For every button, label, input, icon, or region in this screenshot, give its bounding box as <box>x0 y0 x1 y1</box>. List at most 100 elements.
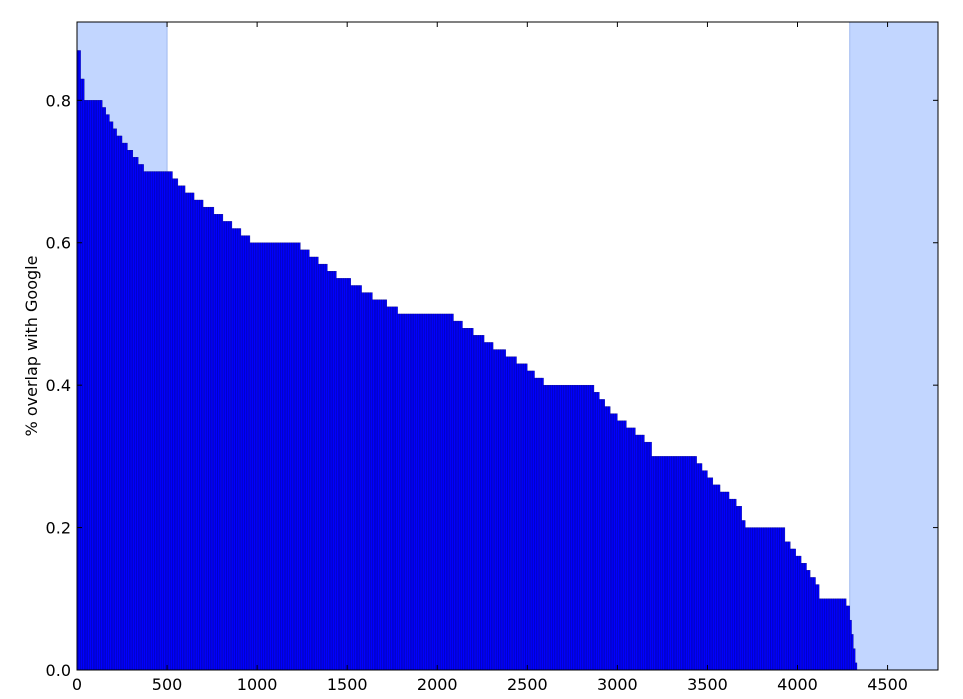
bar <box>338 278 341 671</box>
bar <box>112 128 116 671</box>
bar <box>790 548 793 671</box>
bar <box>582 384 586 671</box>
bar <box>107 114 110 671</box>
bar <box>507 356 510 671</box>
bar <box>388 306 391 671</box>
bar <box>390 306 393 671</box>
bar <box>437 313 440 671</box>
bar <box>660 456 663 671</box>
bar <box>734 498 737 671</box>
bar <box>709 477 712 671</box>
bar <box>384 299 387 671</box>
bar <box>285 242 288 671</box>
bar <box>804 563 807 671</box>
bar <box>745 527 748 671</box>
bar <box>703 470 706 671</box>
bar <box>303 249 306 671</box>
bar <box>534 377 537 671</box>
bar <box>289 242 292 671</box>
y-tick-label: 0.4 <box>46 376 71 395</box>
bar <box>491 342 494 671</box>
bar <box>359 285 362 671</box>
bar <box>835 598 838 671</box>
bar <box>469 328 472 671</box>
bar <box>420 313 424 671</box>
bar <box>114 128 117 671</box>
bar <box>130 150 134 671</box>
bar <box>721 491 724 671</box>
bar <box>575 384 578 671</box>
bar <box>719 491 723 671</box>
bar <box>312 256 315 671</box>
bar <box>147 171 150 671</box>
bar <box>725 491 728 671</box>
x-tick-label: 1000 <box>237 675 278 694</box>
bar <box>579 384 582 671</box>
bar <box>325 263 328 671</box>
bar <box>213 214 216 671</box>
bar <box>624 420 627 671</box>
bar <box>148 171 152 671</box>
bar <box>727 491 730 671</box>
bar <box>310 256 314 671</box>
bar <box>274 242 278 671</box>
bar <box>428 313 431 671</box>
bar <box>736 506 739 671</box>
bar <box>836 598 840 671</box>
bar <box>291 242 294 671</box>
bar <box>105 114 108 671</box>
bar <box>570 384 573 671</box>
axes-frame <box>76 21 939 671</box>
bar <box>276 242 279 671</box>
bar <box>806 570 809 671</box>
bar <box>379 299 382 671</box>
bar <box>712 484 715 671</box>
bar <box>438 313 442 671</box>
bar <box>761 527 764 671</box>
bar <box>644 441 647 671</box>
bar <box>505 356 508 671</box>
bar <box>413 313 416 671</box>
bar <box>845 605 849 671</box>
bar <box>442 313 445 671</box>
x-tick-label: 4500 <box>867 675 908 694</box>
bar <box>537 377 541 671</box>
bar <box>220 214 224 671</box>
bar <box>152 171 155 671</box>
bar <box>258 242 261 671</box>
bar <box>653 456 656 671</box>
bar <box>833 598 836 671</box>
bar <box>485 342 488 671</box>
bar <box>381 299 384 671</box>
bar <box>334 271 337 671</box>
bar <box>84 100 87 671</box>
bar <box>375 299 378 671</box>
bar <box>602 399 605 671</box>
bar <box>512 356 515 671</box>
bar <box>788 541 791 671</box>
bar <box>494 349 497 671</box>
bar <box>525 363 528 671</box>
bar <box>665 456 668 671</box>
bar <box>179 185 182 671</box>
bar <box>305 249 308 671</box>
bar <box>777 527 780 671</box>
bar <box>172 178 175 671</box>
bar <box>678 456 681 671</box>
bar <box>640 434 643 671</box>
bar <box>256 242 260 671</box>
bar <box>204 206 207 671</box>
bar <box>793 548 796 671</box>
bar <box>197 199 200 671</box>
bar <box>496 349 499 671</box>
bar <box>527 370 530 671</box>
bar <box>591 384 595 671</box>
bar <box>462 328 465 671</box>
bar <box>298 242 301 671</box>
bar <box>628 427 631 671</box>
x-tick-label: 500 <box>152 675 183 694</box>
bar <box>791 548 795 671</box>
bar <box>800 563 804 671</box>
bar <box>651 456 654 671</box>
bar <box>332 271 335 671</box>
